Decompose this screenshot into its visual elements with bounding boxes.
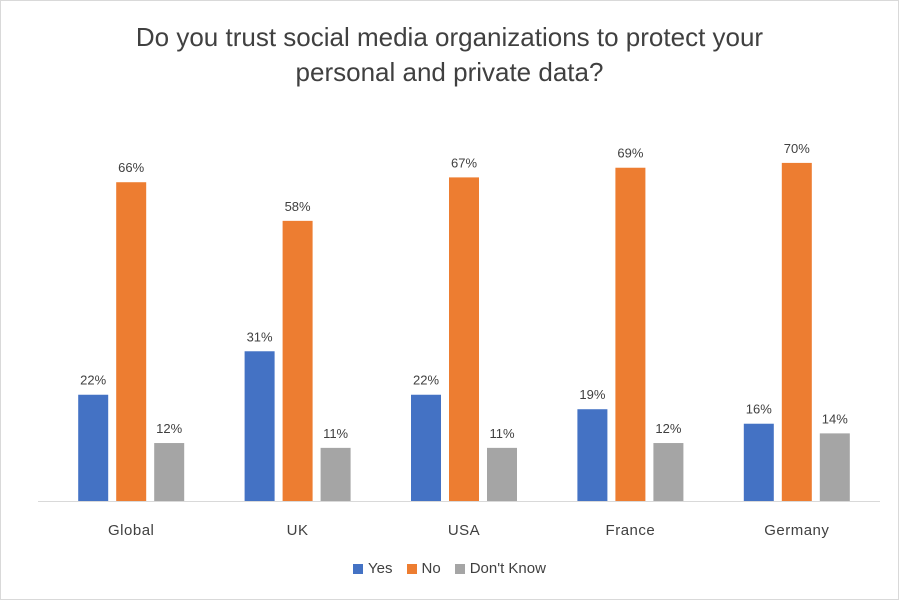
legend-item-yes: Yes [353,560,393,577]
legend-label: Don't Know [469,560,546,577]
chart-title-line-1: Do you trust social media organizations … [135,22,764,52]
data-label-no-germany: 70% [784,141,810,156]
category-label-france: France [606,522,656,539]
chart-legend: Yes No Don't Know [0,560,899,577]
legend-item-no: No [406,560,441,577]
data-label-yes-uk: 31% [247,329,273,344]
legend-label: Yes [368,560,393,577]
bar-yes-uk [244,351,275,501]
bar-yes-usa [411,394,441,501]
bar-no-usa [449,177,479,501]
data-label-don-t-know-global: 12% [156,421,182,436]
category-label-usa: USA [448,522,480,539]
data-label-no-france: 69% [617,146,643,161]
data-label-don-t-know-uk: 11% [323,426,348,441]
chart-title: Do you trust social media organizations … [0,20,899,90]
bar-no-uk [282,220,313,502]
chart-title-line-2: personal and private data? [295,57,604,87]
data-label-don-t-know-france: 12% [655,421,681,436]
legend-item-don-t-know: Don't Know [454,560,546,577]
bar-don-t-know-france [653,443,684,501]
bar-no-france [615,167,646,502]
data-label-no-uk: 58% [285,199,311,214]
bar-don-t-know-usa [487,447,517,501]
bar-no-germany [781,162,812,501]
data-label-no-global: 66% [118,160,144,175]
bar-don-t-know-uk [320,447,351,501]
bar-don-t-know-global [154,443,185,501]
legend-swatch [406,563,417,574]
bar-yes-global [78,394,109,501]
data-label-don-t-know-usa: 11% [489,426,514,441]
legend-label: No [421,560,441,577]
legend-swatch [454,563,465,574]
bar-yes-france [577,409,608,501]
data-label-yes-usa: 22% [413,373,439,388]
data-label-yes-global: 22% [80,373,106,388]
legend-swatch [353,563,364,574]
data-label-yes-france: 19% [579,387,605,402]
bar-yes-germany [743,423,774,501]
category-label-global: Global [108,522,154,539]
bar-don-t-know-germany [819,433,850,501]
data-label-don-t-know-germany: 14% [822,411,848,426]
category-label-uk: UK [287,522,309,539]
bar-no-global [116,182,147,501]
category-label-germany: Germany [764,522,829,539]
data-label-yes-germany: 16% [746,402,772,417]
data-label-no-usa: 67% [451,155,477,170]
